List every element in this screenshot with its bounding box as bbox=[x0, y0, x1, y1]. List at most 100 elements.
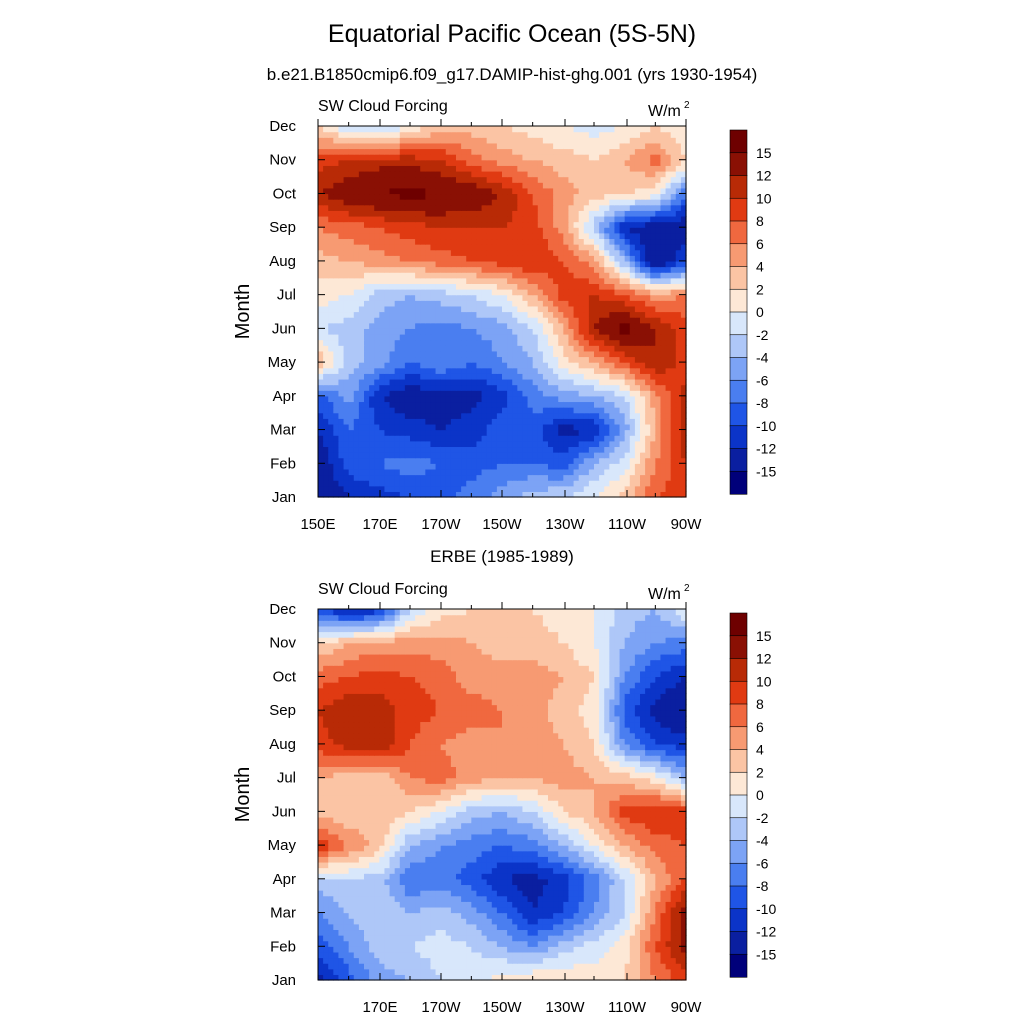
heatmap-cell bbox=[415, 210, 421, 217]
heatmap-cell bbox=[379, 244, 386, 251]
heatmap-cell bbox=[471, 305, 478, 313]
heatmap-cell bbox=[379, 204, 386, 211]
heatmap-cell bbox=[634, 294, 641, 301]
heatmap-cell bbox=[604, 199, 610, 206]
heatmap-cell bbox=[374, 395, 380, 403]
heatmap-cell bbox=[389, 294, 396, 301]
heatmap-cell bbox=[415, 401, 421, 408]
heatmap-cell bbox=[522, 260, 529, 268]
heatmap-cell bbox=[645, 170, 651, 178]
heatmap-cell bbox=[650, 378, 656, 386]
heatmap-cell bbox=[670, 412, 677, 419]
left-string: SW Cloud Forcing bbox=[318, 98, 448, 115]
heatmap-cell bbox=[568, 232, 575, 240]
heatmap-cell bbox=[384, 485, 391, 492]
heatmap-cell bbox=[619, 255, 626, 262]
heatmap-cell bbox=[425, 244, 432, 251]
heatmap-cell bbox=[604, 378, 610, 386]
heatmap-cell bbox=[358, 272, 365, 279]
heatmap-cell bbox=[410, 395, 416, 403]
heatmap-cell bbox=[323, 356, 329, 363]
heatmap-cell bbox=[389, 356, 396, 363]
heatmap-cell bbox=[420, 423, 426, 431]
heatmap-cell bbox=[629, 294, 636, 301]
heatmap-cell bbox=[481, 170, 488, 178]
heatmap-cell bbox=[655, 367, 662, 374]
heatmap-cell bbox=[389, 968, 396, 975]
heatmap-cell bbox=[640, 491, 646, 498]
heatmap-cell bbox=[486, 221, 493, 228]
heatmap-cell bbox=[379, 384, 386, 391]
heatmap-cell bbox=[445, 412, 452, 419]
heatmap-cell bbox=[394, 289, 401, 296]
heatmap-cell bbox=[563, 356, 570, 363]
heatmap-cell bbox=[404, 418, 411, 425]
heatmap-cell bbox=[548, 249, 554, 256]
heatmap-cell bbox=[364, 244, 370, 251]
heatmap-cell bbox=[532, 148, 539, 155]
heatmap-cell bbox=[481, 407, 488, 414]
heatmap-cell bbox=[394, 182, 401, 189]
heatmap-cell bbox=[328, 968, 334, 975]
heatmap-cell bbox=[410, 378, 416, 386]
heatmap-cell bbox=[425, 238, 432, 245]
heatmap-cell bbox=[548, 215, 554, 223]
heatmap-cell bbox=[502, 221, 508, 228]
heatmap-cell bbox=[425, 300, 432, 307]
heatmap-cell bbox=[619, 142, 626, 150]
heatmap-cell bbox=[599, 137, 605, 144]
heatmap-cell bbox=[507, 238, 513, 245]
heatmap-cell bbox=[389, 362, 396, 369]
heatmap-cell bbox=[573, 373, 580, 380]
heatmap-cell bbox=[379, 963, 386, 970]
heatmap-cell bbox=[588, 345, 595, 352]
heatmap-cell bbox=[517, 215, 524, 223]
heatmap-cell bbox=[399, 463, 406, 470]
heatmap-cell bbox=[394, 367, 401, 374]
heatmap-cell bbox=[399, 170, 406, 178]
heatmap-cell bbox=[328, 277, 334, 284]
heatmap-cell bbox=[675, 452, 682, 459]
heatmap-cell bbox=[496, 452, 503, 459]
heatmap-cell bbox=[394, 333, 401, 341]
heatmap-cell bbox=[496, 418, 503, 425]
heatmap-cell bbox=[466, 328, 472, 335]
heatmap-cell bbox=[435, 378, 442, 386]
heatmap-cell bbox=[450, 407, 457, 414]
heatmap-cell bbox=[440, 126, 447, 133]
heatmap-cell bbox=[481, 485, 488, 492]
heatmap-cell bbox=[614, 148, 621, 155]
heatmap-cell bbox=[532, 159, 539, 166]
heatmap-cell bbox=[599, 356, 605, 363]
heatmap-cell bbox=[323, 957, 329, 964]
heatmap-cell bbox=[650, 266, 656, 273]
heatmap-cell bbox=[481, 401, 488, 408]
heatmap-cell bbox=[629, 339, 636, 346]
heatmap-cell bbox=[573, 199, 580, 206]
heatmap-cell bbox=[461, 170, 467, 178]
heatmap-cell bbox=[353, 485, 360, 492]
heatmap-cell bbox=[645, 187, 651, 195]
heatmap-cell bbox=[486, 199, 493, 206]
heatmap-cell bbox=[486, 373, 493, 380]
heatmap-cell bbox=[338, 974, 345, 981]
heatmap-cell bbox=[476, 159, 483, 166]
heatmap-cell bbox=[471, 412, 478, 419]
heatmap-cell bbox=[445, 463, 452, 470]
heatmap-cell bbox=[660, 289, 667, 296]
heatmap-cell bbox=[338, 176, 345, 183]
heatmap-cell bbox=[389, 946, 396, 953]
heatmap-cell bbox=[328, 317, 334, 324]
heatmap-cell bbox=[481, 322, 488, 329]
heatmap-cell bbox=[670, 452, 677, 459]
heatmap-cell bbox=[343, 305, 350, 313]
heatmap-cell bbox=[430, 289, 437, 296]
heatmap-cell bbox=[645, 165, 651, 172]
heatmap-cell bbox=[404, 974, 411, 981]
heatmap-cell bbox=[394, 137, 401, 144]
heatmap-cell bbox=[440, 199, 447, 206]
heatmap-cell bbox=[358, 457, 365, 464]
heatmap-cell bbox=[394, 362, 401, 369]
heatmap-cell bbox=[328, 131, 334, 138]
heatmap-cell bbox=[542, 272, 549, 279]
